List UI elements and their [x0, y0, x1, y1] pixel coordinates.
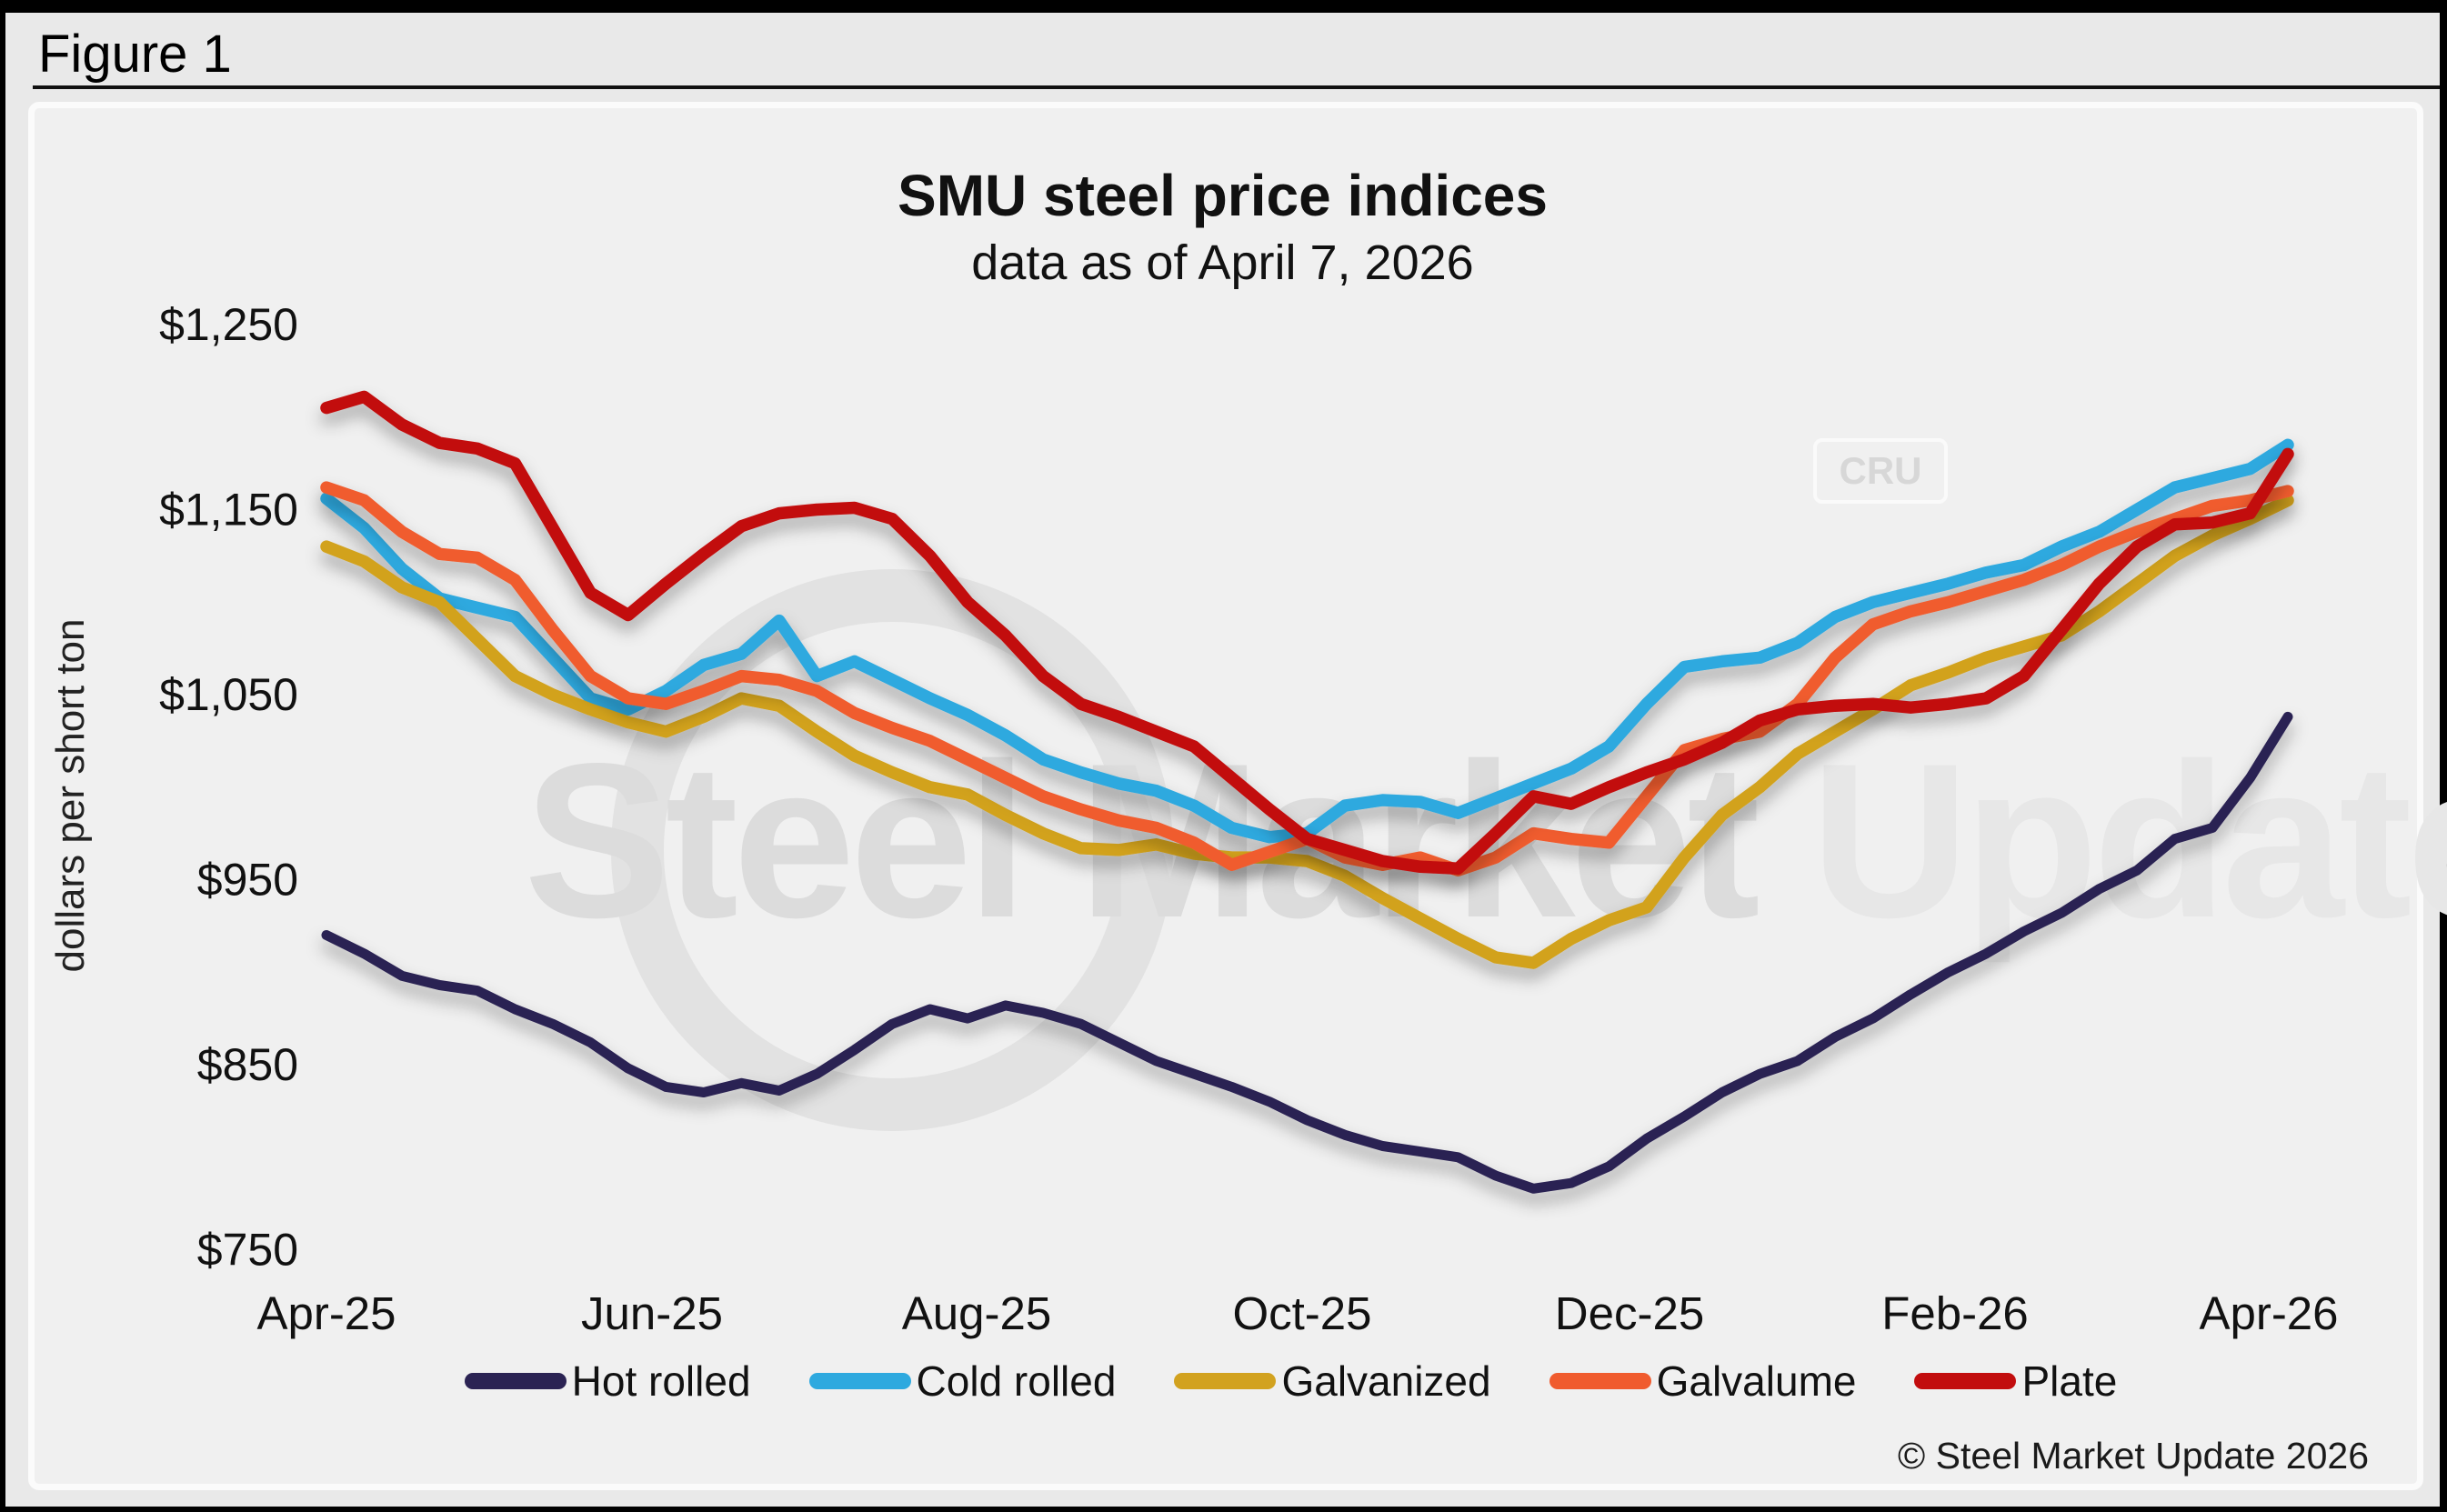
y-tick-label: $750: [197, 1225, 298, 1276]
y-tick-label: $1,250: [159, 299, 298, 350]
legend-label: Galvanized: [1281, 1357, 1491, 1405]
y-tick-label: $1,050: [159, 669, 298, 720]
y-axis-title: dollars per short ton: [48, 618, 93, 973]
x-tick-label: Feb-26: [1881, 1287, 2029, 1339]
chart-subtitle: data as of April 7, 2026: [971, 235, 1474, 290]
header-divider: [33, 85, 2440, 89]
legend-item-hot-rolled: Hot rolled: [464, 1357, 751, 1406]
legend-item-galvanized: Galvanized: [1174, 1357, 1491, 1406]
x-tick-label: Apr-26: [2199, 1287, 2338, 1339]
series-line-hot-rolled: [321, 711, 2293, 1194]
legend-label: Galvalume: [1656, 1357, 1857, 1405]
y-tick-label: $850: [197, 1039, 298, 1090]
legend-label: Hot rolled: [571, 1357, 751, 1405]
legend-swatch: [808, 1373, 911, 1389]
cru-watermark-badge: CRU: [1813, 438, 1948, 504]
figure-label: Figure 1: [38, 25, 232, 84]
copyright-notice: © Steel Market Update 2026: [1898, 1435, 2369, 1477]
y-tick-label: $1,150: [159, 485, 298, 536]
x-tick-label: Aug-25: [902, 1287, 1051, 1339]
legend-swatch: [464, 1373, 567, 1389]
legend-item-galvalume: Galvalume: [1549, 1357, 1857, 1406]
legend: Hot rolled Cold rolled Galvanized Galvalume…: [306, 1357, 2276, 1406]
window-top-bar: [5, 0, 2440, 13]
legend-item-cold-rolled: Cold rolled: [808, 1357, 1117, 1406]
price-line-chart: Steel Market Update $750$850$950$1,050$1…: [159, 299, 2447, 1339]
x-tick-label: Apr-25: [256, 1287, 396, 1339]
y-tick-label: $950: [197, 855, 298, 906]
legend-swatch: [1914, 1373, 2017, 1389]
legend-swatch: [1549, 1373, 1651, 1389]
chart-panel: [28, 102, 2423, 1490]
legend-swatch: [1174, 1373, 1277, 1389]
series-line-galvanized: [320, 494, 2294, 969]
chart-title: SMU steel price indices: [898, 163, 1548, 228]
legend-item-plate: Plate: [1914, 1357, 2117, 1406]
chart-lines: [320, 390, 2294, 1194]
x-tick-label: Jun-25: [581, 1287, 723, 1339]
legend-label: Plate: [2021, 1357, 2118, 1405]
x-tick-label: Oct-25: [1232, 1287, 1371, 1339]
x-tick-label: Dec-25: [1555, 1287, 1704, 1339]
series-line-plate: [320, 390, 2294, 876]
legend-label: Cold rolled: [916, 1357, 1117, 1405]
axis-labels: $750 $850 $950 $1,050 $1,150 $1,250 Apr-25 Jun-…: [159, 299, 2338, 1339]
